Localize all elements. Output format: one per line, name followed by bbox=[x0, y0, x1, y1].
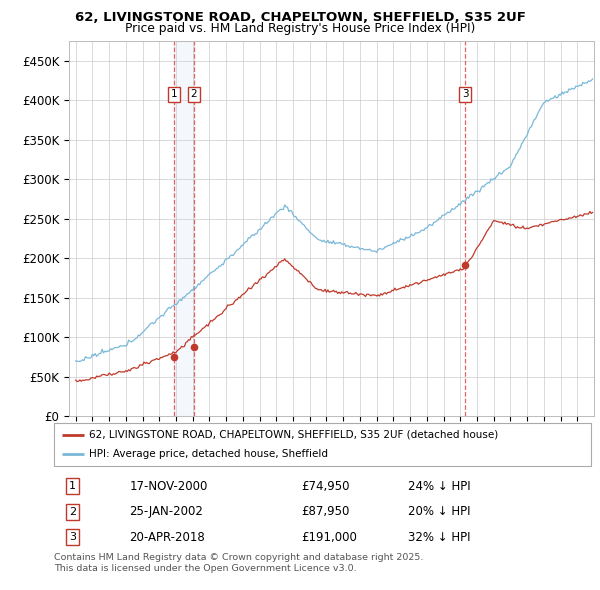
Text: Price paid vs. HM Land Registry's House Price Index (HPI): Price paid vs. HM Land Registry's House … bbox=[125, 22, 475, 35]
Text: £74,950: £74,950 bbox=[301, 480, 350, 493]
Text: 2: 2 bbox=[69, 507, 76, 517]
Text: 20% ↓ HPI: 20% ↓ HPI bbox=[409, 505, 471, 519]
Text: 3: 3 bbox=[462, 89, 469, 99]
Text: 2: 2 bbox=[191, 89, 197, 99]
Text: HPI: Average price, detached house, Sheffield: HPI: Average price, detached house, Shef… bbox=[89, 450, 328, 460]
Text: 24% ↓ HPI: 24% ↓ HPI bbox=[409, 480, 471, 493]
Text: 20-APR-2018: 20-APR-2018 bbox=[129, 531, 205, 544]
Text: 62, LIVINGSTONE ROAD, CHAPELTOWN, SHEFFIELD, S35 2UF: 62, LIVINGSTONE ROAD, CHAPELTOWN, SHEFFI… bbox=[74, 11, 526, 24]
Text: Contains HM Land Registry data © Crown copyright and database right 2025.
This d: Contains HM Land Registry data © Crown c… bbox=[54, 553, 424, 573]
Text: 1: 1 bbox=[170, 89, 178, 99]
Text: 62, LIVINGSTONE ROAD, CHAPELTOWN, SHEFFIELD, S35 2UF (detached house): 62, LIVINGSTONE ROAD, CHAPELTOWN, SHEFFI… bbox=[89, 430, 498, 440]
Text: 25-JAN-2002: 25-JAN-2002 bbox=[129, 505, 203, 519]
Bar bbox=[174, 41, 194, 416]
FancyBboxPatch shape bbox=[54, 423, 591, 466]
Text: £87,950: £87,950 bbox=[301, 505, 349, 519]
Text: 3: 3 bbox=[69, 532, 76, 542]
Text: 32% ↓ HPI: 32% ↓ HPI bbox=[409, 531, 471, 544]
Text: £191,000: £191,000 bbox=[301, 531, 357, 544]
Text: 1: 1 bbox=[69, 481, 76, 491]
Text: 17-NOV-2000: 17-NOV-2000 bbox=[129, 480, 208, 493]
